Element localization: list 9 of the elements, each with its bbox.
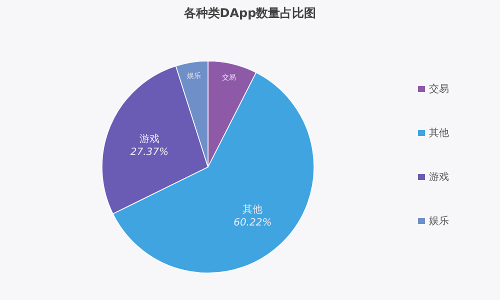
legend-label: 娱乐	[429, 215, 449, 227]
data-label: 60.22%	[234, 217, 272, 228]
legend-label: 交易	[429, 83, 449, 95]
slice-label: 其他	[242, 203, 263, 216]
data-label: 27.37%	[130, 147, 169, 158]
legend-label: 游戏	[429, 171, 449, 183]
legend-label: 其他	[429, 127, 449, 139]
chart-title: 各种类DApp数量占比图	[182, 6, 316, 20]
slice-label: 游戏	[139, 133, 160, 146]
